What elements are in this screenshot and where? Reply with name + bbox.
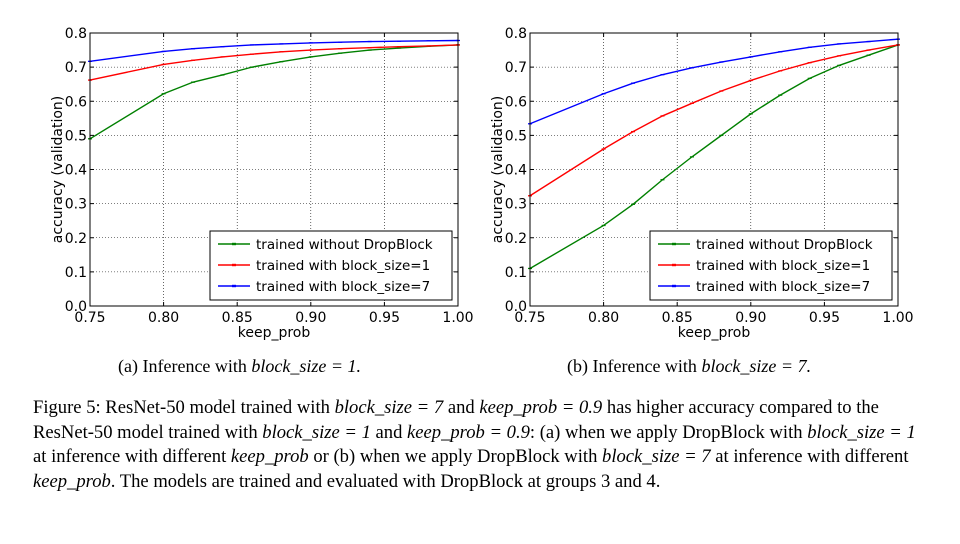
x-tick-label: 0.95 bbox=[369, 310, 400, 326]
y-tick-label: 0.3 bbox=[65, 197, 87, 213]
x-tick-label: 0.80 bbox=[148, 310, 179, 326]
caption-text: and bbox=[443, 397, 480, 418]
series-line bbox=[89, 44, 459, 140]
subcaption-a-math: block_size = 1. bbox=[251, 356, 362, 376]
y-tick-label: 0.7 bbox=[505, 60, 527, 76]
y-tick-label: 0.0 bbox=[65, 299, 87, 315]
caption-math: keep_prob bbox=[230, 446, 309, 467]
y-axis-label: accuracy (validation) bbox=[490, 96, 506, 243]
caption-text: : (a) when we apply DropBlock with bbox=[529, 421, 808, 443]
caption-math: block_size = 7 bbox=[334, 397, 444, 418]
y-tick-label: 0.5 bbox=[65, 128, 87, 144]
y-tick-label: 0.8 bbox=[505, 26, 527, 42]
subcaption-a-prefix: (a) Inference with bbox=[118, 356, 252, 376]
y-tick-label: 0.6 bbox=[505, 94, 527, 110]
caption-text: has higher accuracy compared to the ResN… bbox=[33, 397, 879, 443]
y-tick-label: 0.3 bbox=[505, 197, 527, 213]
x-tick-label: 0.95 bbox=[809, 310, 840, 326]
subcaption-b-prefix: (b) Inference with bbox=[567, 356, 702, 376]
y-tick-label: 0.4 bbox=[65, 163, 87, 179]
y-axis-label: accuracy (validation) bbox=[50, 96, 66, 243]
y-tick-label: 0.2 bbox=[505, 231, 527, 247]
caption-math: keep_prob = 0.9 bbox=[479, 397, 603, 418]
caption-math: block_size = 7 bbox=[602, 446, 711, 467]
y-tick-label: 0.7 bbox=[65, 60, 87, 76]
legend-label: trained with block_size=7 bbox=[696, 279, 870, 295]
caption-math: block_size = 1 bbox=[807, 421, 916, 443]
y-tick-label: 0.5 bbox=[505, 128, 527, 144]
caption-text: and bbox=[370, 421, 408, 443]
figure-caption: Figure 5: ResNet-50 model trained with b… bbox=[33, 396, 933, 494]
legend-label: trained with block_size=1 bbox=[696, 258, 870, 274]
caption-math: keep_prob = 0.9 bbox=[407, 421, 530, 443]
legend: trained without DropBlock trained with bl… bbox=[649, 230, 893, 301]
legend-box bbox=[649, 230, 893, 301]
subcaption-b: (b) Inference with block_size = 7. bbox=[567, 356, 811, 377]
y-tick-label: 0.6 bbox=[65, 94, 87, 110]
series-line bbox=[529, 38, 899, 125]
series-line bbox=[89, 44, 459, 81]
caption-text: at inference with different bbox=[710, 446, 909, 467]
chart-a: 0.75 0.80 0.85 0.90 0.95 1.00 0.0 0.1 0.2 0.3 0.4 0… bbox=[50, 26, 474, 341]
subcaption-a: (a) Inference with block_size = 1. bbox=[118, 356, 361, 377]
legend-box bbox=[209, 230, 453, 301]
legend: trained without DropBlock trained with bl… bbox=[209, 230, 453, 301]
series-line bbox=[529, 44, 899, 197]
x-tick-label: 0.80 bbox=[588, 310, 619, 326]
y-tick-label: 0.0 bbox=[505, 299, 527, 315]
y-tick-label: 0.4 bbox=[505, 163, 527, 179]
caption-text: at inference with different bbox=[33, 446, 231, 467]
x-tick-label: 0.90 bbox=[295, 310, 326, 326]
legend-label: trained without DropBlock bbox=[256, 237, 433, 253]
caption-text: or (b) when we apply DropBlock with bbox=[308, 446, 603, 467]
series-line bbox=[89, 39, 459, 63]
y-tick-label: 0.8 bbox=[65, 26, 87, 42]
chart-b: 0.75 0.80 0.85 0.90 0.95 1.00 0.0 0.1 0.2 0.3 0.4 0… bbox=[490, 26, 914, 341]
caption-math: block_size = 1 bbox=[262, 421, 371, 443]
y-tick-label: 0.1 bbox=[65, 265, 87, 281]
x-tick-label: 1.00 bbox=[882, 310, 913, 326]
x-tick-label: 1.00 bbox=[442, 310, 473, 326]
x-tick-label: 0.75 bbox=[514, 310, 545, 326]
legend-label: trained with block_size=7 bbox=[256, 279, 430, 295]
caption-math: keep_prob bbox=[33, 470, 111, 492]
caption-text: . The models are trained and evaluated w… bbox=[110, 470, 661, 492]
x-tick-label: 0.90 bbox=[735, 310, 766, 326]
x-tick-label: 0.85 bbox=[222, 310, 253, 326]
subcaption-b-math: block_size = 7. bbox=[701, 356, 812, 376]
y-tick-label: 0.2 bbox=[65, 231, 87, 247]
x-tick-label: 0.85 bbox=[662, 310, 693, 326]
series-line bbox=[529, 44, 899, 270]
legend-label: trained with block_size=1 bbox=[256, 258, 430, 274]
x-axis-label: keep_prob bbox=[678, 325, 751, 341]
y-tick-label: 0.1 bbox=[505, 265, 527, 281]
legend-label: trained without DropBlock bbox=[696, 237, 873, 253]
x-tick-label: 0.75 bbox=[74, 310, 105, 326]
caption-text: Figure 5: ResNet-50 model trained with bbox=[33, 397, 335, 418]
x-axis-label: keep_prob bbox=[238, 325, 311, 341]
